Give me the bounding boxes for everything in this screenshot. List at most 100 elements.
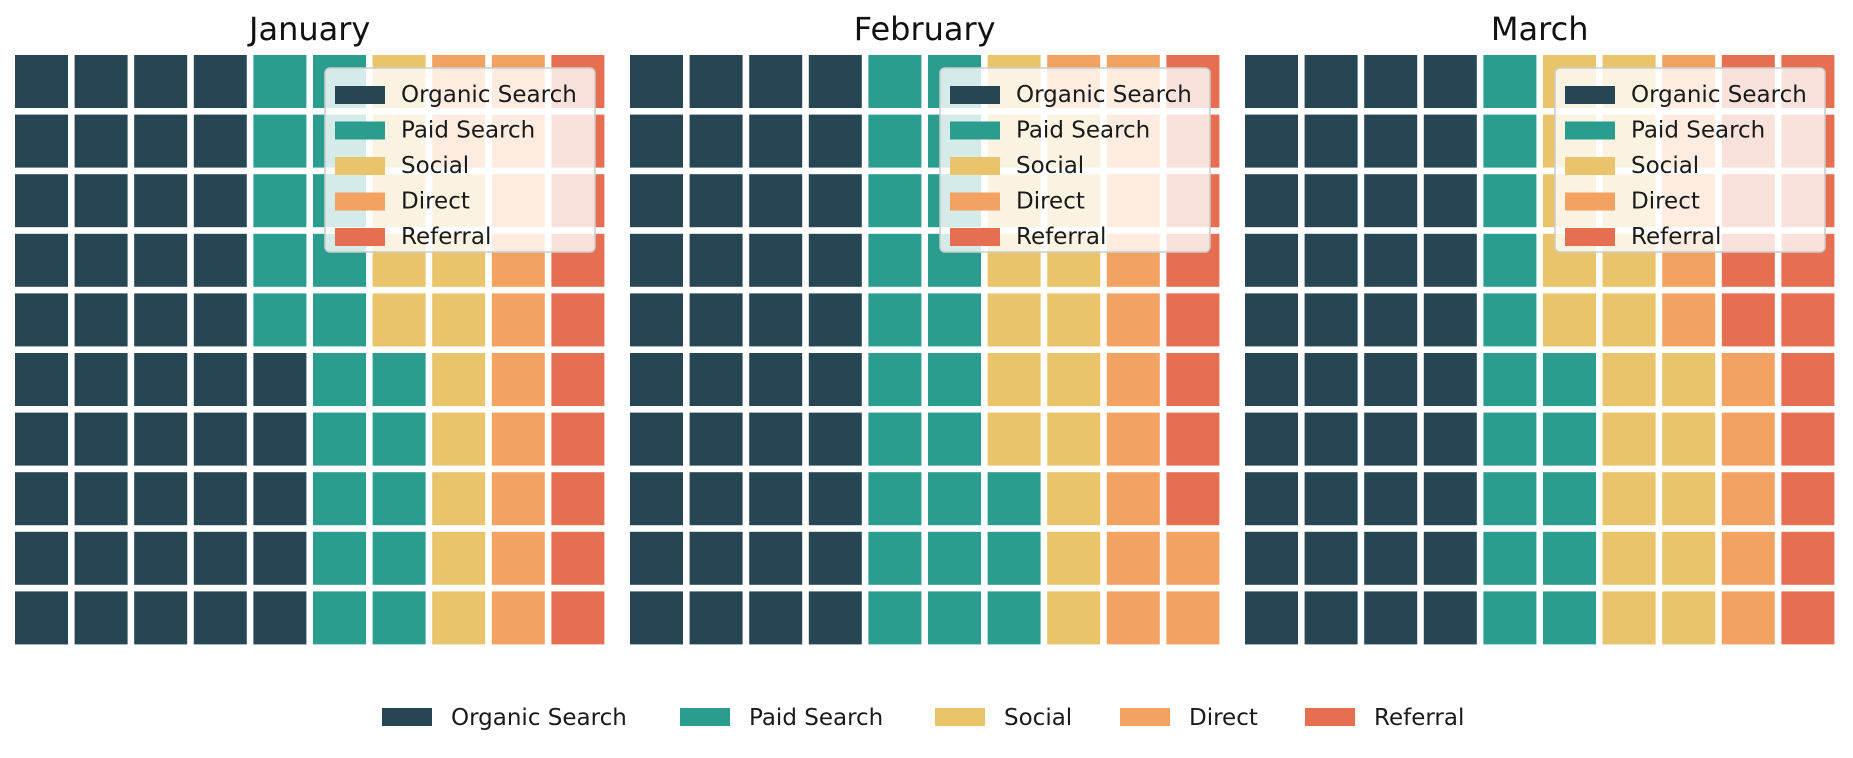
legend-label-direct: Direct bbox=[1631, 189, 1700, 215]
waffle-cell-organic-search bbox=[193, 293, 247, 347]
waffle-cell-paid-search bbox=[253, 293, 307, 347]
waffle-cell-social bbox=[1662, 531, 1716, 585]
waffle-cell-organic-search bbox=[253, 472, 307, 526]
waffle-cell-organic-search bbox=[630, 353, 683, 406]
legend-swatch-organic-search bbox=[950, 86, 1000, 104]
legend-label-organic-search: Organic Search bbox=[1631, 82, 1807, 108]
waffle-cell-direct bbox=[1662, 293, 1716, 347]
waffle-cell-organic-search bbox=[253, 353, 307, 406]
legend-swatch-referral bbox=[335, 228, 385, 246]
legend-label-direct: Direct bbox=[1016, 189, 1085, 215]
waffle-cell-direct bbox=[1166, 591, 1220, 645]
figure-legend-swatch-referral bbox=[1305, 708, 1355, 726]
waffle-cell-paid-search bbox=[928, 591, 981, 645]
waffle-cell-social bbox=[987, 412, 1041, 466]
waffle-cell-organic-search bbox=[1364, 114, 1418, 168]
waffle-cell-organic-search bbox=[749, 531, 803, 585]
legend-swatch-paid-search bbox=[1565, 121, 1615, 140]
legend-swatch-social bbox=[1565, 157, 1615, 175]
waffle-cell-organic-search bbox=[193, 114, 247, 168]
waffle-cell-direct bbox=[491, 531, 545, 585]
waffle-cell-organic-search bbox=[193, 174, 247, 228]
waffle-cell-direct bbox=[1106, 353, 1160, 406]
legend-swatch-organic-search bbox=[1565, 86, 1615, 104]
waffle-cell-paid-search bbox=[868, 591, 922, 645]
waffle-cell-organic-search bbox=[808, 174, 862, 228]
waffle-cell-paid-search bbox=[1483, 531, 1537, 585]
waffle-cell-organic-search bbox=[1364, 293, 1418, 347]
waffle-cell-referral bbox=[1166, 472, 1220, 526]
legend-swatch-social bbox=[950, 157, 1000, 175]
figure-legend-label-social: Social bbox=[1004, 705, 1072, 731]
waffle-cell-paid-search bbox=[1483, 472, 1537, 526]
waffle-cell-organic-search bbox=[15, 472, 68, 526]
waffle-cell-paid-search bbox=[928, 412, 981, 466]
waffle-cell-referral bbox=[1781, 412, 1835, 466]
waffle-cell-direct bbox=[1721, 591, 1775, 645]
legend-swatch-social bbox=[335, 157, 385, 175]
panel-title: February bbox=[854, 10, 996, 48]
waffle-cell-organic-search bbox=[1304, 591, 1358, 645]
legend-label-social: Social bbox=[401, 153, 469, 179]
waffle-cell-organic-search bbox=[193, 531, 247, 585]
waffle-cell-organic-search bbox=[74, 233, 128, 287]
waffle-cell-organic-search bbox=[193, 472, 247, 526]
waffle-cell-organic-search bbox=[689, 472, 743, 526]
legend-label-organic-search: Organic Search bbox=[1016, 82, 1192, 108]
waffle-cell-social bbox=[372, 293, 426, 347]
legend-label-referral: Referral bbox=[401, 224, 491, 250]
waffle-cell-direct bbox=[1166, 531, 1220, 585]
waffle-cell-organic-search bbox=[1423, 174, 1477, 228]
figure-legend-label-referral: Referral bbox=[1374, 705, 1464, 731]
waffle-cell-organic-search bbox=[1364, 233, 1418, 287]
waffle-cell-organic-search bbox=[1423, 293, 1477, 347]
waffle-cell-organic-search bbox=[1245, 591, 1298, 645]
legend-box bbox=[324, 67, 596, 253]
figure-legend-swatch-organic-search bbox=[382, 708, 432, 726]
waffle-cell-referral bbox=[551, 293, 605, 347]
waffle-cell-paid-search bbox=[868, 114, 922, 168]
waffle-cell-direct bbox=[491, 412, 545, 466]
waffle-cell-direct bbox=[491, 472, 545, 526]
waffle-cell-organic-search bbox=[134, 353, 188, 406]
waffle-cell-paid-search bbox=[1543, 353, 1596, 406]
waffle-cell-organic-search bbox=[134, 114, 188, 168]
waffle-cell-social bbox=[432, 412, 486, 466]
waffle-cell-organic-search bbox=[193, 353, 247, 406]
waffle-cell-organic-search bbox=[630, 531, 683, 585]
waffle-cell-direct bbox=[1106, 472, 1160, 526]
waffle-cell-organic-search bbox=[193, 233, 247, 287]
waffle-cell-organic-search bbox=[15, 233, 68, 287]
waffle-cell-paid-search bbox=[253, 174, 307, 228]
waffle-cell-organic-search bbox=[74, 293, 128, 347]
waffle-cell-organic-search bbox=[15, 412, 68, 466]
waffle-cell-organic-search bbox=[1245, 412, 1298, 466]
waffle-cell-organic-search bbox=[193, 412, 247, 466]
figure-legend: Organic Search Paid Search Social Direct Ref… bbox=[382, 705, 1464, 731]
waffle-cell-paid-search bbox=[253, 114, 307, 168]
waffle-cell-social bbox=[1602, 472, 1656, 526]
waffle-cell-paid-search bbox=[253, 55, 307, 108]
panel-legend: Organic Search Paid Search Social Direct Ref… bbox=[939, 67, 1211, 253]
waffle-cell-organic-search bbox=[1364, 472, 1418, 526]
panel-title: January bbox=[247, 10, 370, 48]
waffle-cell-organic-search bbox=[749, 591, 803, 645]
waffle-cell-paid-search bbox=[372, 353, 426, 406]
waffle-cell-organic-search bbox=[630, 472, 683, 526]
legend-label-direct: Direct bbox=[401, 189, 470, 215]
waffle-cell-organic-search bbox=[630, 55, 683, 108]
legend-label-paid-search: Paid Search bbox=[1631, 118, 1765, 144]
waffle-cell-referral bbox=[551, 412, 605, 466]
waffle-cell-paid-search bbox=[928, 293, 981, 347]
waffle-cell-organic-search bbox=[1423, 353, 1477, 406]
figure-legend-label-paid-search: Paid Search bbox=[749, 705, 883, 731]
legend-label-referral: Referral bbox=[1631, 224, 1721, 250]
waffle-cell-social bbox=[432, 353, 486, 406]
waffle-cell-referral bbox=[1781, 472, 1835, 526]
waffle-cell-organic-search bbox=[749, 114, 803, 168]
waffle-cell-social bbox=[1662, 591, 1716, 645]
waffle-cell-paid-search bbox=[1483, 591, 1537, 645]
waffle-cell-referral bbox=[551, 531, 605, 585]
waffle-cell-organic-search bbox=[1245, 114, 1298, 168]
